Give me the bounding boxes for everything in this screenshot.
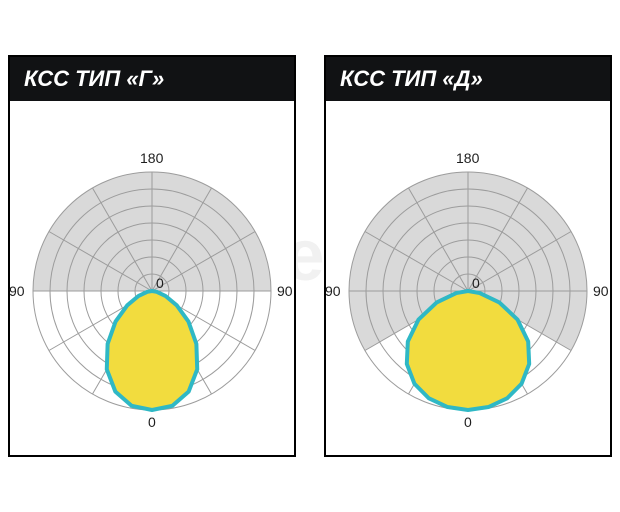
panel-title: КСС ТИП «Г»	[24, 66, 164, 92]
axis-label-90r: 90	[593, 283, 609, 299]
figure-canvas: LEDeffect КСС ТИП «Г» 180 0 90 90 0 КСС …	[0, 0, 620, 512]
axis-label-center: 0	[472, 275, 480, 291]
axis-label-180: 180	[456, 150, 479, 166]
panel-title-bar: КСС ТИП «Д»	[326, 57, 610, 101]
axis-label-center: 0	[156, 275, 164, 291]
axis-label-0: 0	[464, 414, 472, 430]
axis-label-90l: 90	[9, 283, 25, 299]
axis-label-90r: 90	[277, 283, 293, 299]
polar-chart: 180 0 90 90 0	[326, 101, 610, 455]
axis-label-0: 0	[148, 414, 156, 430]
panel-title: КСС ТИП «Д»	[340, 66, 483, 92]
polar-chart: 180 0 90 90 0	[10, 101, 294, 455]
panel-kss-d: КСС ТИП «Д» 180 0 90 90 0	[324, 55, 612, 457]
axis-label-90l: 90	[325, 283, 341, 299]
panel-title-bar: КСС ТИП «Г»	[10, 57, 294, 101]
panel-kss-g: КСС ТИП «Г» 180 0 90 90 0	[8, 55, 296, 457]
axis-label-180: 180	[140, 150, 163, 166]
